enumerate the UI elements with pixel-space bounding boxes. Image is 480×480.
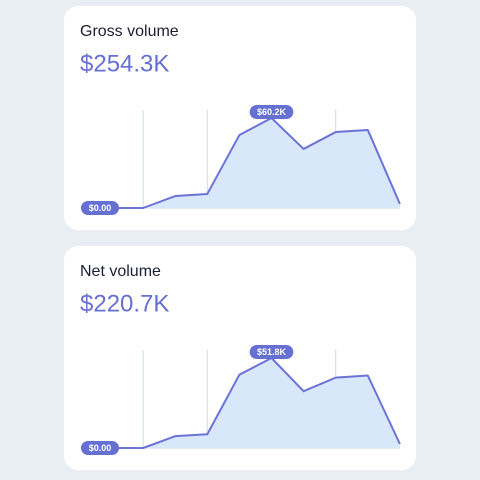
value-label: $0.00 bbox=[89, 443, 112, 453]
card-title: Net volume bbox=[80, 263, 161, 280]
value-label: $51.8K bbox=[257, 347, 287, 357]
card-title: Gross volume bbox=[80, 23, 179, 40]
value-label-pill bbox=[81, 201, 119, 215]
value-label: $0.00 bbox=[89, 203, 112, 213]
area-line bbox=[111, 117, 401, 209]
value-label-pill bbox=[249, 345, 294, 359]
total-value: $254.3K bbox=[80, 50, 169, 77]
total-value: $220.7K bbox=[80, 290, 169, 317]
value-label-pill bbox=[249, 105, 294, 119]
area-fill bbox=[111, 358, 400, 448]
area-line bbox=[111, 357, 401, 449]
value-label: $60.2K bbox=[257, 107, 287, 117]
area-fill bbox=[111, 118, 400, 208]
value-label-pill bbox=[81, 441, 119, 455]
